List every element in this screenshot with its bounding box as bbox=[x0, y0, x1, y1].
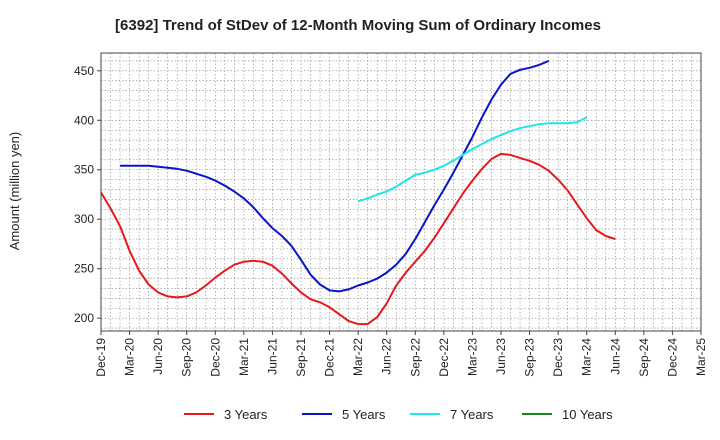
y-tick-label: 200 bbox=[74, 311, 94, 325]
x-tick-label: Mar-23 bbox=[465, 338, 479, 376]
x-tick-label: Sep-22 bbox=[408, 338, 422, 377]
y-axis-ticks: 200 250 300 350 400 450 bbox=[74, 64, 101, 325]
x-tick-label: Dec-24 bbox=[665, 338, 679, 377]
x-tick-label: Jun-23 bbox=[494, 338, 508, 375]
x-tick-label: Sep-23 bbox=[523, 338, 537, 377]
legend: 3 Years 5 Years 7 Years 10 Years bbox=[184, 407, 613, 422]
x-tick-label: Jun-24 bbox=[608, 338, 622, 375]
legend-label: 10 Years bbox=[562, 407, 613, 422]
x-tick-label: Dec-23 bbox=[551, 338, 565, 377]
y-tick-label: 400 bbox=[74, 113, 94, 127]
x-tick-label: Dec-20 bbox=[208, 338, 222, 377]
x-tick-label: Sep-20 bbox=[180, 338, 194, 377]
x-tick-label: Sep-24 bbox=[637, 338, 651, 377]
legend-label: 7 Years bbox=[450, 407, 494, 422]
y-tick-label: 300 bbox=[74, 212, 94, 226]
x-axis-ticks: Dec-19 Mar-20 Jun-20 Sep-20 Dec-20 Mar-21 Jun-… bbox=[94, 331, 708, 377]
series-line-3-years bbox=[100, 152, 616, 326]
x-tick-label: Dec-19 bbox=[94, 338, 108, 377]
x-tick-label: Dec-22 bbox=[437, 338, 451, 377]
series-layer bbox=[100, 59, 616, 326]
x-tick-label: Dec-21 bbox=[323, 338, 337, 377]
plot-frame bbox=[100, 52, 702, 332]
x-tick-label: Mar-20 bbox=[123, 338, 137, 376]
x-tick-label: Mar-22 bbox=[351, 338, 365, 376]
y-tick-label: 450 bbox=[74, 64, 94, 78]
legend-label: 5 Years bbox=[342, 407, 386, 422]
series-line-5-years bbox=[120, 59, 549, 293]
chart-title: [6392] Trend of StDev of 12-Month Moving… bbox=[115, 17, 601, 34]
x-tick-label: Jun-22 bbox=[380, 338, 394, 375]
y-tick-label: 250 bbox=[74, 262, 94, 276]
series-line-7-years bbox=[357, 116, 588, 203]
x-tick-label: Mar-24 bbox=[580, 338, 594, 376]
legend-label: 3 Years bbox=[224, 407, 268, 422]
x-tick-label: Mar-21 bbox=[237, 338, 251, 376]
x-tick-label: Jun-20 bbox=[151, 338, 165, 375]
y-axis-label: Amount (million yen) bbox=[7, 132, 22, 251]
y-tick-label: 350 bbox=[74, 163, 94, 177]
x-tick-label: Sep-21 bbox=[294, 338, 308, 377]
x-tick-label: Jun-21 bbox=[265, 338, 279, 375]
x-tick-label: Mar-25 bbox=[694, 338, 708, 376]
grid-layer bbox=[100, 53, 702, 331]
